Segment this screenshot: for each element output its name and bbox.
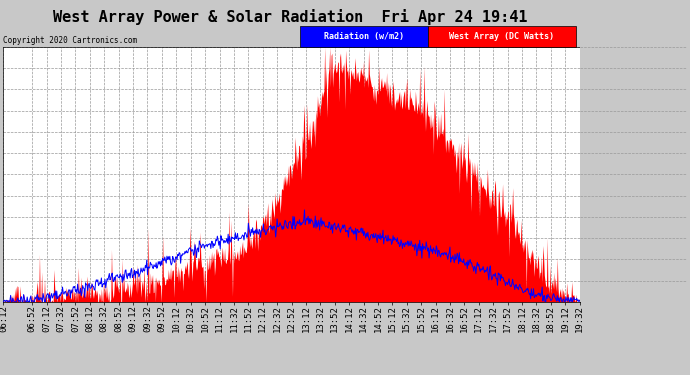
Text: West Array Power & Solar Radiation  Fri Apr 24 19:41: West Array Power & Solar Radiation Fri A… [52, 9, 527, 26]
Text: Copyright 2020 Cartronics.com: Copyright 2020 Cartronics.com [3, 36, 137, 45]
Text: Radiation (w/m2): Radiation (w/m2) [324, 32, 404, 41]
Text: West Array (DC Watts): West Array (DC Watts) [449, 32, 555, 41]
